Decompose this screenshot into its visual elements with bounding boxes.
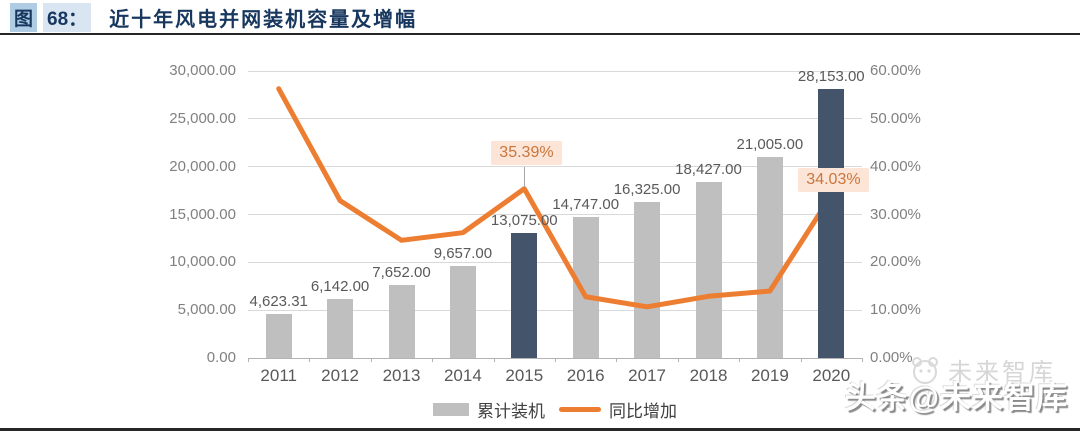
legend-item-line: 同比增加 xyxy=(559,397,677,422)
y-axis-label-right: 60.00% xyxy=(870,62,921,79)
y-axis-label-right: 20.00% xyxy=(870,253,921,271)
chart-legend: 累计装机 同比增加 xyxy=(248,397,862,422)
bar xyxy=(695,181,722,358)
x-axis-tick xyxy=(493,358,495,362)
yoy-trend-line xyxy=(276,86,834,310)
legend-item-bars: 累计装机 xyxy=(433,397,545,422)
callout-badge: 35.39% xyxy=(491,140,562,165)
bar-value-label: 14,747.00 xyxy=(552,195,620,213)
x-axis-label: 2014 xyxy=(443,366,482,385)
line-swatch-icon xyxy=(559,407,601,412)
title-divider xyxy=(0,33,1080,35)
x-axis-tick xyxy=(309,358,311,362)
gridline xyxy=(248,70,862,72)
bar-highlighted xyxy=(818,88,845,358)
x-axis-label: 2018 xyxy=(689,366,728,385)
y-axis-label-left: 30,000.00 xyxy=(169,62,236,79)
x-axis-tick xyxy=(248,358,249,362)
figure-label-badge: 图 xyxy=(10,2,38,32)
bar-value-label: 7,652.00 xyxy=(372,263,431,281)
gridline xyxy=(248,118,862,120)
panda-logo-icon xyxy=(912,356,938,384)
callout-leader-line xyxy=(524,166,526,187)
x-axis-label: 2019 xyxy=(750,366,789,385)
bar xyxy=(449,265,476,358)
bar-value-label: 21,005.00 xyxy=(736,136,804,154)
y-axis-label-right: 40.00% xyxy=(870,157,921,175)
x-axis-tick xyxy=(616,358,618,362)
gridline xyxy=(248,214,862,215)
x-axis-tick xyxy=(370,358,372,362)
bar-value-label: 28,153.00 xyxy=(797,67,865,85)
y-axis-label-left: 20,000.00 xyxy=(169,157,236,175)
y-axis-label-left: 10,000.00 xyxy=(169,253,236,271)
x-axis-label: 2015 xyxy=(505,366,544,385)
bar xyxy=(388,284,415,358)
bar xyxy=(634,201,661,358)
bar-value-label: 4,623.31 xyxy=(249,292,308,310)
x-axis-tick xyxy=(555,358,556,362)
legend-label-line: 同比增加 xyxy=(609,402,677,421)
legend-label-bars: 累计装机 xyxy=(477,402,545,421)
x-axis-label: 2011 xyxy=(260,366,297,385)
x-axis-label: 2013 xyxy=(382,366,421,385)
y-axis-label-right: 50.00% xyxy=(870,109,921,127)
x-axis-tick xyxy=(800,358,802,362)
ghost-watermark: 未来智库 xyxy=(908,352,1056,387)
x-axis-tick xyxy=(677,358,679,362)
callout-badge: 34.03% xyxy=(798,168,869,193)
y-axis-label-left: 15,000.00 xyxy=(169,205,236,223)
bar-value-label: 9,657.00 xyxy=(433,244,493,262)
x-axis-label: 2016 xyxy=(566,366,605,385)
watermark-text: 头条@未来智库 xyxy=(844,380,1068,415)
y-axis-label-left: 0.00 xyxy=(206,349,236,366)
figure-header: 图 68： 近十年风电并网装机容量及增幅 xyxy=(10,2,418,32)
bar xyxy=(756,157,783,358)
ghost-watermark-text: 未来智库 xyxy=(948,359,1056,386)
y-axis-label-right: 30.00% xyxy=(870,205,921,223)
y-axis-label-left: 25,000.00 xyxy=(169,109,236,127)
x-axis-tick xyxy=(432,358,434,362)
gridline xyxy=(248,166,862,168)
x-axis-label: 2017 xyxy=(628,366,666,385)
y-axis-label-right: 0.00% xyxy=(870,349,913,366)
chart-title: 近十年风电并网装机容量及增幅 xyxy=(109,8,418,31)
bar xyxy=(572,216,599,358)
bar-swatch-icon xyxy=(433,403,469,416)
bar-value-label: 13,075.00 xyxy=(490,211,558,229)
bar-value-label: 6,142.00 xyxy=(310,278,370,296)
y-axis-label-right: 10.00% xyxy=(870,301,921,319)
x-axis-label: 2020 xyxy=(812,366,851,385)
x-axis-tick xyxy=(862,358,863,362)
y-axis-label-left: 5,000.00 xyxy=(177,301,236,319)
x-axis-tick xyxy=(739,358,741,362)
bar xyxy=(265,313,292,358)
bottom-divider xyxy=(0,428,1080,431)
bar-highlighted xyxy=(511,232,538,358)
figure-number: 68： xyxy=(43,2,92,32)
bar xyxy=(327,299,354,358)
bar-value-label: 18,427.00 xyxy=(675,160,742,178)
gridline xyxy=(248,309,862,311)
x-axis-label: 2012 xyxy=(321,366,359,385)
bar-value-label: 16,325.00 xyxy=(613,180,681,198)
gridline xyxy=(248,261,862,263)
